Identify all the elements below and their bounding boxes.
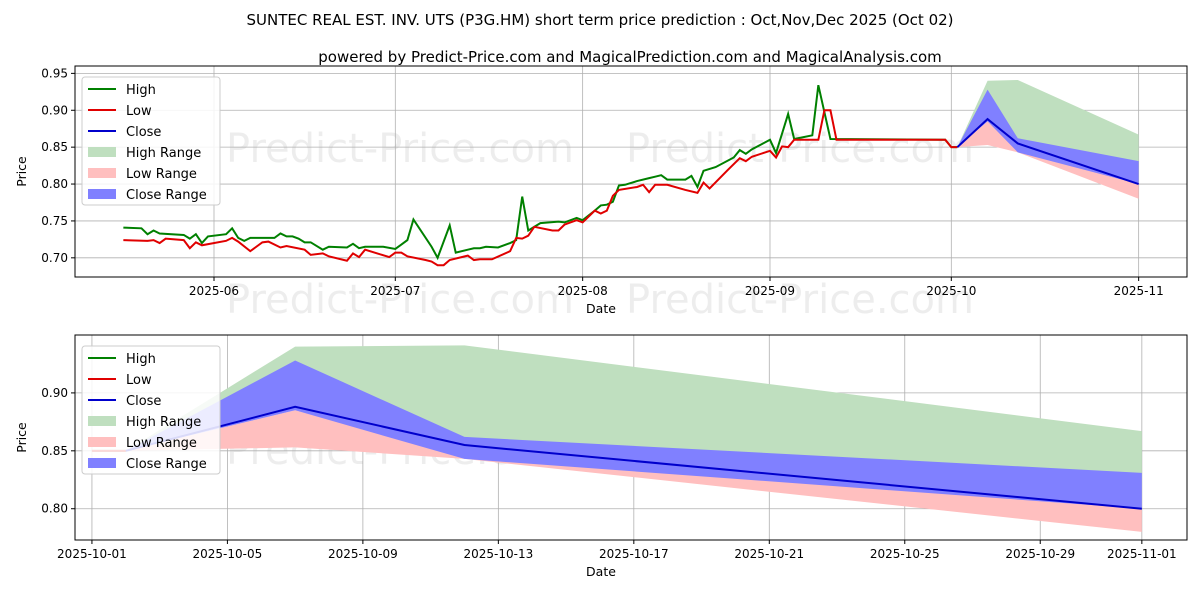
legend-label: Low Range <box>126 436 197 451</box>
x-tick-label: 2025-06 <box>189 284 239 298</box>
top-price-chart: Predict-Price.com Predict-Price.com Predic… <box>14 65 1188 323</box>
x-tick-label: 2025-10-05 <box>193 547 263 561</box>
watermark-text: Predict-Price.com <box>626 126 974 172</box>
x-tick-label: 2025-11-01 <box>1107 547 1177 561</box>
legend-box <box>81 345 221 475</box>
chart-title: SUNTEC REAL EST. INV. UTS (P3G.HM) short… <box>246 11 953 29</box>
chart-subtitle: powered by Predict-Price.com and Magical… <box>318 48 942 66</box>
legend-label: High <box>126 352 156 367</box>
legend-swatch-patch <box>88 168 116 178</box>
x-axis-label: Date <box>586 564 616 579</box>
y-axis-label: Price <box>14 422 29 453</box>
x-tick-label: 2025-10 <box>926 284 976 298</box>
legend-swatch-patch <box>88 437 116 447</box>
y-tick-label: 0.90 <box>41 103 68 117</box>
legend-label: Close Range <box>126 457 207 472</box>
y-tick-label: 0.70 <box>41 251 68 265</box>
close-range-band <box>125 360 1142 509</box>
watermark-text: Predict-Price.com <box>226 277 574 323</box>
x-tick-label: 2025-10-17 <box>599 547 669 561</box>
y-tick-label: 0.85 <box>41 444 68 458</box>
legend-box <box>81 76 221 206</box>
legend-label: High Range <box>126 415 201 430</box>
legend-label: Low <box>126 104 152 119</box>
x-tick-label: 2025-10-09 <box>328 547 398 561</box>
y-tick-label: 0.80 <box>41 177 68 191</box>
legend-swatch-patch <box>88 189 116 199</box>
y-axis-label: Price <box>14 156 29 187</box>
x-tick-label: 2025-09 <box>745 284 795 298</box>
legend-swatch-patch <box>88 147 116 157</box>
x-axis-label: Date <box>586 301 616 316</box>
legend-label: Close <box>126 394 161 409</box>
legend-label: Low Range <box>126 167 197 182</box>
legend-label: High <box>126 83 156 98</box>
y-tick-label: 0.80 <box>41 502 68 516</box>
low-line <box>123 109 958 267</box>
legend-swatch-patch <box>88 458 116 468</box>
x-tick-label: 2025-10-29 <box>1005 547 1075 561</box>
y-tick-label: 0.95 <box>41 66 68 80</box>
x-tick-label: 2025-11 <box>1114 284 1164 298</box>
y-tick-label: 0.85 <box>41 140 68 154</box>
watermark-text: Predict-Price.com <box>226 126 574 172</box>
legend-label: Close Range <box>126 188 207 203</box>
watermark-text: Predict-Price.com <box>626 277 974 323</box>
legend-label: Close <box>126 125 161 140</box>
x-tick-label: 2025-07 <box>370 284 420 298</box>
close-range-band <box>957 89 1139 185</box>
y-tick-label: 0.75 <box>41 214 68 228</box>
high-line <box>123 84 958 261</box>
bottom-forecast-chart: Predict-Price.comPredict-Price.com2025-1… <box>14 334 1188 579</box>
legend-label: High Range <box>126 146 201 161</box>
x-tick-label: 2025-10-21 <box>734 547 804 561</box>
legend-swatch-patch <box>88 416 116 426</box>
x-tick-label: 2025-08 <box>558 284 608 298</box>
x-tick-label: 2025-10-01 <box>57 547 127 561</box>
plot-frame <box>74 65 1188 278</box>
x-tick-label: 2025-10-25 <box>870 547 940 561</box>
x-tick-label: 2025-10-13 <box>463 547 533 561</box>
plot-frame <box>74 334 1188 541</box>
close-forecast-line <box>956 117 1139 185</box>
legend-label: Low <box>126 373 152 388</box>
y-tick-label: 0.90 <box>41 386 68 400</box>
